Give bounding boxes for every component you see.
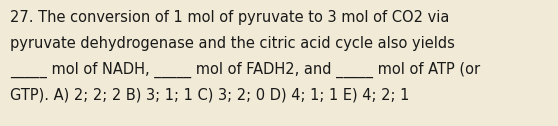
Text: pyruvate dehydrogenase and the citric acid cycle also yields: pyruvate dehydrogenase and the citric ac… (10, 36, 455, 51)
Text: _____ mol of NADH, _____ mol of FADH2, and _____ mol of ATP (or: _____ mol of NADH, _____ mol of FADH2, a… (10, 62, 480, 78)
Text: GTP). A) 2; 2; 2 B) 3; 1; 1 C) 3; 2; 0 D) 4; 1; 1 E) 4; 2; 1: GTP). A) 2; 2; 2 B) 3; 1; 1 C) 3; 2; 0 D… (10, 88, 410, 103)
Text: 27. The conversion of 1 mol of pyruvate to 3 mol of CO2 via: 27. The conversion of 1 mol of pyruvate … (10, 10, 449, 25)
